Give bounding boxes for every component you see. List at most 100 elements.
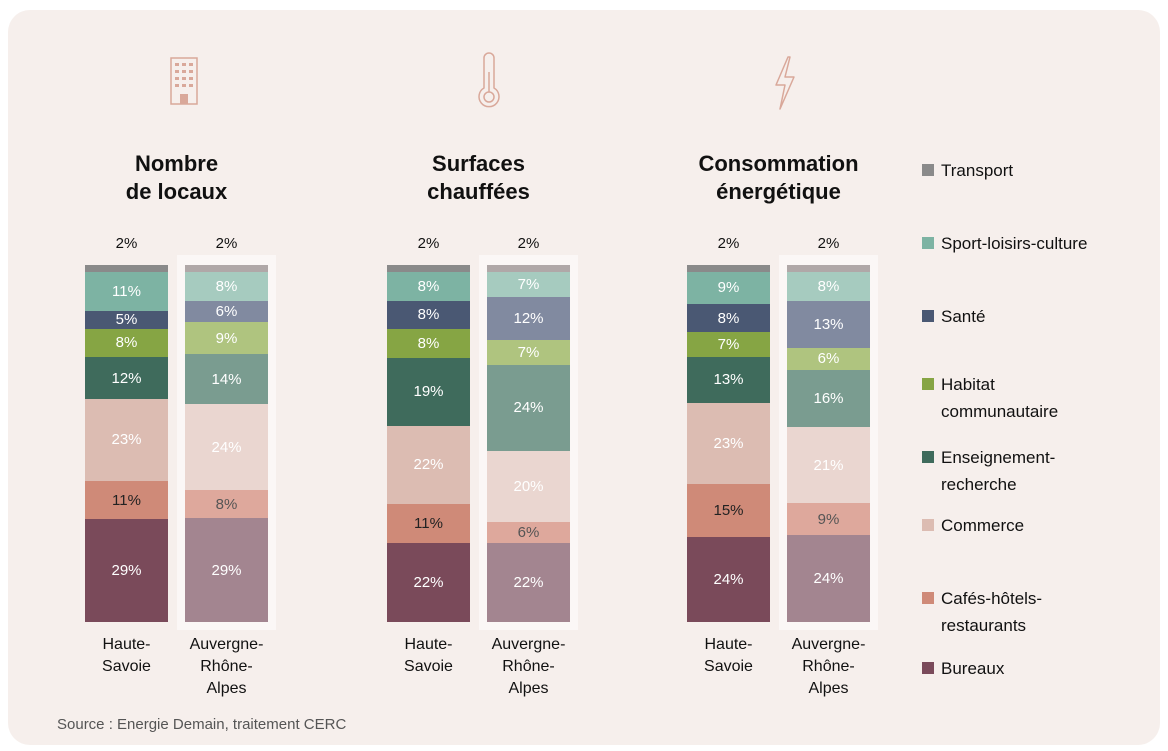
bar-segment: 12% — [85, 356, 168, 400]
bar-segment: 6% — [487, 522, 570, 544]
bar-segment — [787, 265, 870, 273]
bar-segment: 8% — [387, 272, 470, 301]
bar-segment: 29% — [85, 519, 168, 622]
bar-segment: 21% — [787, 427, 870, 503]
value-label: 2% — [717, 235, 740, 252]
building-icon — [170, 57, 198, 105]
value-label: 24% — [813, 570, 844, 588]
legend-label: Sport-loisirs-culture — [941, 234, 1088, 253]
legend-swatch — [922, 164, 934, 176]
bar-segment: 16% — [787, 369, 870, 428]
legend-label: Bureaux — [941, 659, 1005, 678]
value-label: 19% — [413, 383, 444, 401]
legend-swatch — [922, 519, 934, 531]
value-label: 8% — [115, 334, 138, 352]
bar-segment: 11% — [387, 504, 470, 544]
value-label: 2% — [215, 235, 238, 252]
value-label: 2% — [517, 235, 540, 252]
bar-segment: 19% — [387, 357, 470, 426]
value-label: 29% — [211, 561, 242, 579]
bar-segment: 6% — [185, 300, 268, 323]
bar-segment — [85, 265, 168, 273]
value-label: 24% — [713, 571, 744, 589]
value-label: 22% — [413, 456, 444, 474]
legend-swatch — [922, 451, 934, 463]
bar-segment: 22% — [387, 543, 470, 622]
bar-segment: 8% — [687, 303, 770, 333]
value-label: 6% — [215, 302, 238, 320]
lightning-icon — [775, 56, 795, 110]
value-label: 5% — [115, 311, 138, 329]
value-label: 13% — [813, 315, 844, 333]
value-label: 23% — [111, 431, 142, 449]
legend-label: Cafés-hôtels-restaurants — [941, 589, 1043, 635]
bar-segment: 5% — [85, 310, 168, 329]
x-tick-label: Haute-Savoie — [102, 636, 151, 675]
value-label: 9% — [215, 329, 238, 347]
legend-label: Transport — [941, 161, 1014, 180]
bar-segment: 8% — [185, 489, 268, 519]
bar-segment: 7% — [487, 272, 570, 298]
bar-segment: 8% — [185, 272, 268, 301]
bar-segment: 22% — [387, 425, 470, 505]
chart-title: Consommation énergétique — [698, 151, 859, 204]
bar-segment: 24% — [185, 404, 268, 490]
x-tick-label: Haute-Savoie — [404, 636, 453, 675]
value-label: 8% — [717, 309, 740, 327]
bar-segment: 13% — [787, 301, 870, 348]
bar-segment — [687, 265, 770, 273]
bar-segment — [185, 265, 268, 273]
bar-segment: 12% — [487, 297, 570, 340]
x-tick-label: Auvergne-Rhône-Alpes — [491, 636, 566, 697]
bar-segment: 14% — [185, 354, 268, 405]
legend-swatch — [922, 662, 934, 674]
bar-segment: 9% — [687, 272, 770, 304]
value-label: 8% — [817, 278, 840, 296]
value-label: 8% — [417, 277, 440, 295]
bar-segment: 11% — [85, 272, 168, 311]
value-label: 23% — [713, 434, 744, 452]
bar-segment: 20% — [487, 450, 570, 523]
legend-swatch — [922, 592, 934, 604]
x-tick-label: Haute-Savoie — [704, 636, 753, 675]
bar-segment: 7% — [487, 339, 570, 365]
value-label: 8% — [215, 495, 238, 513]
value-label: 15% — [713, 502, 744, 520]
value-label: 11% — [414, 515, 443, 533]
source: Source : Energie Demain, traitement CERC — [57, 716, 347, 733]
legend-swatch — [922, 237, 934, 249]
thermometer-icon — [478, 52, 500, 108]
value-label: 29% — [111, 562, 142, 580]
bar-segment: 9% — [185, 322, 268, 355]
value-label: 8% — [417, 335, 440, 353]
value-label: 24% — [211, 438, 242, 456]
legend-swatch — [922, 378, 934, 390]
bar-segment: 24% — [687, 537, 770, 622]
value-label: 11% — [112, 283, 141, 300]
x-tick-label: Auvergne-Rhône-Alpes — [189, 636, 264, 697]
value-label: 8% — [215, 277, 238, 295]
value-label: 12% — [513, 310, 544, 328]
bar-segment: 6% — [787, 347, 870, 370]
legend-label: Enseignement-recherche — [941, 448, 1056, 494]
value-label: 24% — [513, 399, 544, 417]
bar-segment: 23% — [687, 402, 770, 485]
x-tick-label: Auvergne-Rhône-Alpes — [791, 636, 866, 697]
bar-segment: 9% — [787, 503, 870, 536]
legend-label: Habitat communautaire — [941, 375, 1059, 421]
bar-segment: 23% — [85, 399, 168, 481]
value-label: 22% — [513, 574, 544, 592]
bar-segment: 8% — [387, 300, 470, 330]
bar-segment: 13% — [687, 356, 770, 403]
value-label: 14% — [211, 370, 242, 388]
value-label: 6% — [817, 350, 840, 368]
bar-segment: 15% — [687, 484, 770, 538]
value-label: 7% — [717, 336, 740, 354]
bar-segment: 8% — [85, 328, 168, 357]
bar-segment: 24% — [787, 535, 870, 622]
bar-segment: 11% — [85, 480, 168, 520]
value-label: 9% — [817, 510, 840, 528]
value-label: 11% — [112, 491, 141, 509]
bar-segment: 7% — [687, 332, 770, 357]
